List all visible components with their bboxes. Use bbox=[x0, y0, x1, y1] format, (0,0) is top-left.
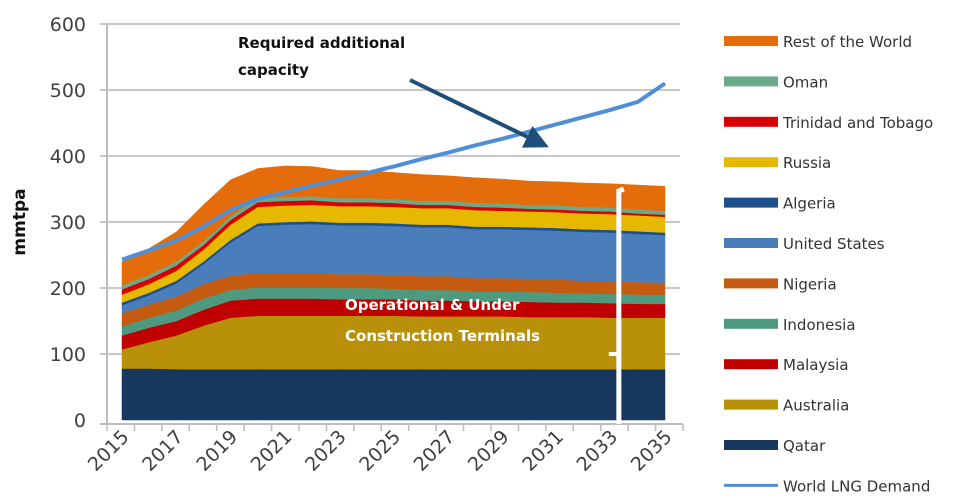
legend-item: Malaysia bbox=[724, 356, 849, 374]
y-tick-label: 500 bbox=[50, 80, 86, 102]
x-tick-label: 2029 bbox=[464, 426, 514, 476]
x-tick-label: 2027 bbox=[410, 426, 460, 476]
legend-item: Nigeria bbox=[724, 275, 837, 293]
x-tick-label: 2015 bbox=[84, 426, 134, 476]
legend-label: Russia bbox=[783, 154, 831, 172]
y-tick-label: 200 bbox=[50, 278, 86, 300]
y-tick-label: 300 bbox=[50, 212, 86, 234]
legend-swatch bbox=[724, 318, 778, 329]
legend-item: United States bbox=[724, 235, 885, 253]
legend-label: Indonesia bbox=[783, 316, 856, 334]
legend-label: United States bbox=[783, 235, 885, 253]
legend-swatch bbox=[724, 399, 778, 410]
y-tick-label: 400 bbox=[50, 146, 86, 168]
annotation-required-capacity: Required additional bbox=[238, 34, 405, 52]
legend-label: Australia bbox=[783, 397, 849, 415]
x-tick-label: 2021 bbox=[247, 426, 297, 476]
annotation-operational-terminals: Operational & Under bbox=[345, 296, 520, 314]
legend-label: Rest of the World bbox=[783, 33, 912, 51]
world-lng-demand-line bbox=[121, 81, 667, 262]
stacked-areas bbox=[121, 165, 666, 421]
legend-label: Malaysia bbox=[783, 356, 849, 374]
legend-item: Algeria bbox=[724, 195, 836, 213]
annotations: Required additional capacity Operational &… bbox=[238, 34, 625, 424]
legend-swatch bbox=[724, 116, 778, 127]
legend-item: Indonesia bbox=[724, 316, 856, 334]
y-tick-label: 600 bbox=[50, 14, 86, 36]
x-tick-label: 2033 bbox=[572, 426, 622, 476]
x-tick-label: 2035 bbox=[627, 426, 677, 476]
legend-item: Oman bbox=[724, 73, 828, 91]
legend-label: Oman bbox=[783, 73, 828, 91]
legend-swatch bbox=[724, 36, 778, 46]
legend-swatch bbox=[724, 278, 778, 289]
legend: Rest of the World Oman Trinidad and Tobago… bbox=[724, 33, 933, 495]
legend-item: World LNG Demand bbox=[724, 477, 930, 495]
legend-label: Qatar bbox=[783, 437, 826, 455]
legend-swatch bbox=[724, 197, 778, 208]
legend-label: World LNG Demand bbox=[783, 477, 930, 495]
y-tick-label: 0 bbox=[74, 410, 86, 432]
legend-item: Qatar bbox=[724, 437, 826, 455]
legend-item: Russia bbox=[724, 154, 831, 172]
legend-item: Rest of the World bbox=[724, 33, 912, 51]
y-axis-label: mmtpa bbox=[10, 188, 30, 255]
annotation-required-capacity: capacity bbox=[238, 61, 309, 79]
y-tick-labels: 0 100 200 300 400 500 600 bbox=[50, 14, 86, 432]
demand-line-group bbox=[121, 81, 667, 262]
axes bbox=[100, 24, 684, 431]
area-qatar bbox=[121, 368, 666, 421]
y-tick-label: 100 bbox=[50, 344, 86, 366]
legend-swatch bbox=[724, 440, 778, 450]
x-tick-label: 2023 bbox=[301, 426, 351, 476]
legend-swatch bbox=[724, 238, 778, 248]
legend-item: Australia bbox=[724, 397, 849, 415]
annotation-operational-terminals: Construction Terminals bbox=[345, 327, 540, 345]
area-rest-of-the-world bbox=[121, 165, 666, 286]
legend-swatch bbox=[724, 359, 778, 370]
x-tick-label: 2025 bbox=[355, 426, 405, 476]
x-tick-labels: 2015 2017 2019 2021 2023 2025 2027 2029 2031 2033… bbox=[84, 426, 677, 476]
x-tick-label: 2017 bbox=[138, 426, 188, 476]
legend-label: Trinidad and Tobago bbox=[782, 114, 933, 132]
legend-swatch bbox=[724, 76, 778, 87]
bracket-line bbox=[616, 186, 625, 424]
x-tick-label: 2019 bbox=[192, 426, 242, 476]
legend-item: Trinidad and Tobago bbox=[724, 114, 933, 132]
legend-label: Algeria bbox=[783, 195, 836, 213]
annotation-arrow bbox=[409, 78, 549, 148]
legend-label: Nigeria bbox=[783, 275, 837, 293]
legend-swatch bbox=[724, 157, 778, 168]
x-tick-label: 2031 bbox=[518, 426, 568, 476]
